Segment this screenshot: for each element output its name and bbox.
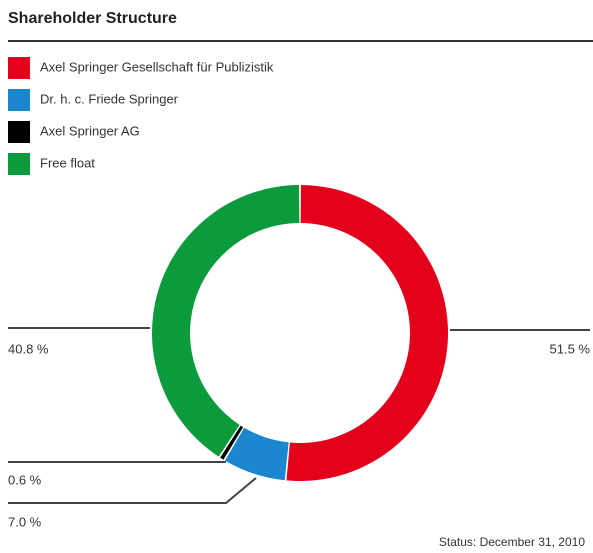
donut-slice (224, 427, 289, 481)
value-label: 0.6 % (8, 472, 42, 487)
chart-title: Shareholder Structure (8, 10, 177, 27)
legend-label: Axel Springer AG (40, 123, 140, 138)
value-label: 7.0 % (8, 514, 42, 529)
value-label: 40.8 % (8, 341, 49, 356)
legend-label: Dr. h. c. Friede Springer (40, 91, 179, 106)
legend-swatch (8, 57, 30, 79)
legend-label: Free float (40, 155, 95, 170)
leader-line (8, 477, 257, 504)
legend-swatch (8, 89, 30, 111)
legend-label: Axel Springer Gesellschaft für Publizist… (40, 59, 274, 74)
legend-swatch (8, 121, 30, 143)
donut-slice (220, 425, 244, 460)
donut-slice (152, 185, 300, 457)
footnote: Status: December 31, 2010 (439, 535, 585, 549)
donut-slice (286, 185, 449, 482)
legend-swatch (8, 153, 30, 175)
value-label: 51.5 % (550, 341, 591, 356)
